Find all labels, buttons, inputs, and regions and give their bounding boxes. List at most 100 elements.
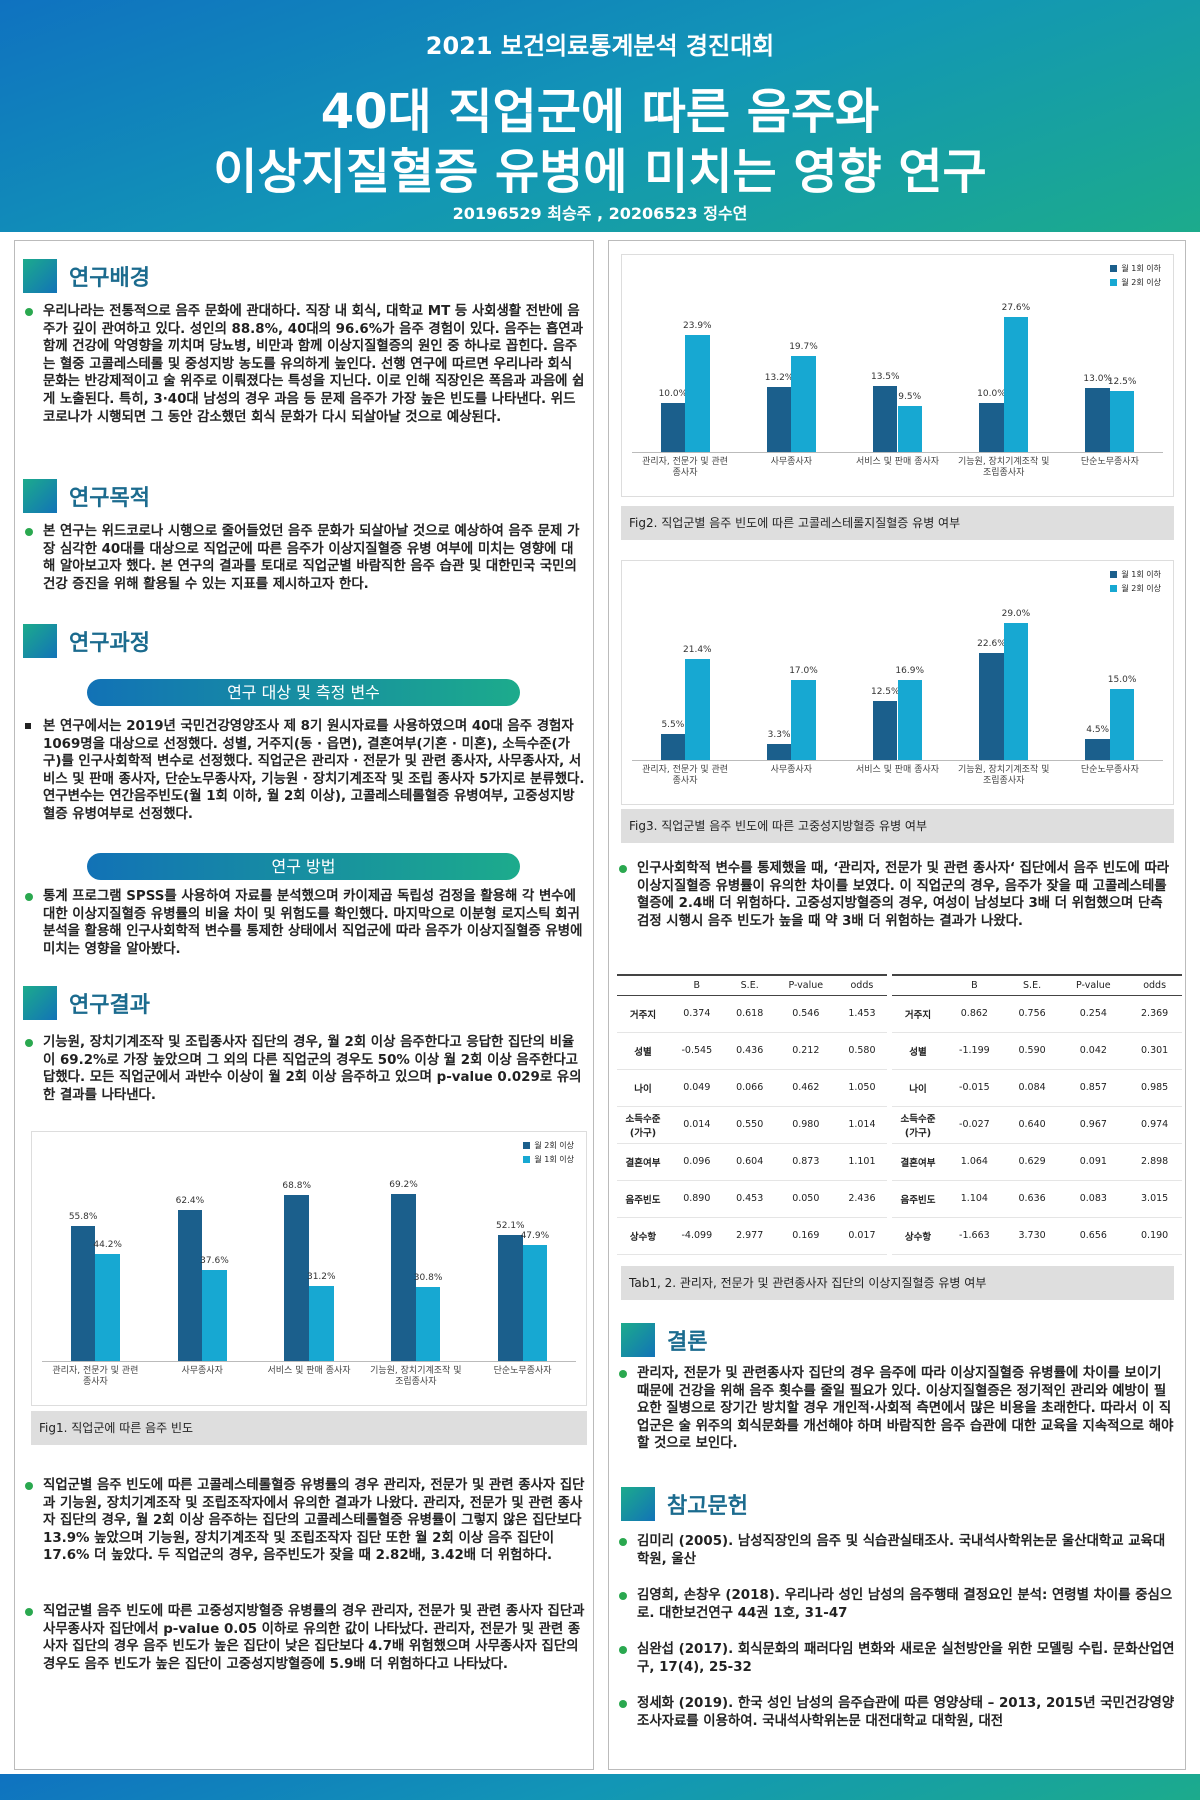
reference: 심완섭 (2017). 회식문화의 패러다임 변화와 새로운 실천방안을 위한 … bbox=[617, 1641, 1177, 1676]
table-cell: 0.049 bbox=[669, 1069, 725, 1107]
table-cell: 0.756 bbox=[1004, 995, 1060, 1033]
subheading: 연구 방법 bbox=[87, 853, 520, 880]
section-heading: 연구과정 bbox=[23, 624, 150, 658]
bar bbox=[1109, 390, 1135, 452]
table-cell: 0.169 bbox=[774, 1217, 837, 1255]
figure: 월 1회 이하 월 2회 이상 관리자, 전문가 및 관련 종사자 10.0% 23.9… bbox=[621, 254, 1174, 497]
value-label: 12.5% bbox=[1107, 376, 1137, 387]
bar bbox=[309, 1285, 334, 1361]
table-cell: 1.101 bbox=[836, 1143, 887, 1181]
value-label: 37.6% bbox=[200, 1256, 229, 1267]
value-label: 13.2% bbox=[764, 373, 794, 384]
table-cell: 0.629 bbox=[1004, 1143, 1060, 1181]
table-cell: 0.640 bbox=[1004, 1106, 1060, 1144]
category-label: 관리자, 전문가 및 관련 종사자 bbox=[642, 765, 729, 786]
table-cell: 0.212 bbox=[774, 1032, 837, 1070]
bar bbox=[685, 335, 710, 452]
value-label: 16.9% bbox=[895, 666, 924, 677]
legend-item: 월 2회 이상 bbox=[1110, 583, 1161, 594]
legend-label: 월 2회 이상 bbox=[1121, 278, 1161, 287]
paragraph: 본 연구는 위드코로나 시행으로 줄어들었던 음주 문화가 되살아날 것으로 예… bbox=[23, 523, 585, 593]
bar bbox=[979, 403, 1004, 452]
table-cell: 0.546 bbox=[774, 995, 837, 1033]
table-row: 나이 0.049 0.066 0.462 1.050 bbox=[617, 1069, 887, 1107]
value-label: 29.0% bbox=[1001, 609, 1031, 619]
value-label: 13.5% bbox=[870, 371, 900, 382]
table-head: B S.E. P-value odds bbox=[617, 974, 887, 996]
figure: 월 1회 이하 월 2회 이상 관리자, 전문가 및 관련 종사자 5.5% 21.4%… bbox=[621, 560, 1174, 805]
value-label: 55.8% bbox=[68, 1212, 98, 1223]
category-label: 관리자, 전문가 및 관련 종사자 bbox=[52, 1366, 139, 1387]
value-label: 19.7% bbox=[789, 341, 818, 352]
bar bbox=[1003, 317, 1029, 452]
title-line: 이상지질혈증 유병에 미치는 영향 연구 bbox=[213, 144, 987, 200]
category-label: 단순노무종사자 bbox=[1080, 457, 1139, 467]
table-row: 결혼여부 1.064 0.629 0.091 2.898 bbox=[892, 1143, 1182, 1181]
table-cell: 0.042 bbox=[1059, 1032, 1128, 1070]
table-cell: 2.977 bbox=[724, 1217, 775, 1255]
value-label: 13.0% bbox=[1083, 374, 1112, 385]
bar bbox=[1085, 738, 1110, 760]
bar bbox=[177, 1210, 203, 1361]
header-cell: P-value bbox=[1059, 974, 1128, 996]
axis-line bbox=[42, 1361, 576, 1362]
paragraph: 본 연구에서는 2019년 국민건강영양조사 제 8기 원시자료를 사용하였으며… bbox=[23, 718, 585, 824]
legend-item: 월 1회 이하 bbox=[1110, 263, 1161, 274]
table-cell: 0.550 bbox=[724, 1106, 775, 1144]
bar bbox=[897, 405, 922, 452]
bar bbox=[660, 403, 686, 452]
table-cell: 2.369 bbox=[1127, 995, 1182, 1033]
table-cell: 1.453 bbox=[836, 995, 887, 1033]
row-label: 결혼여부 bbox=[617, 1143, 669, 1181]
legend-label: 월 1회 이하 bbox=[1121, 570, 1161, 579]
table-cell: 0.453 bbox=[724, 1180, 775, 1218]
category-label: 기능원, 장치기계조작 및 조립종사자 bbox=[958, 457, 1050, 478]
row-label: 거주지 bbox=[892, 995, 944, 1033]
table-cell: 0.974 bbox=[1127, 1106, 1182, 1144]
bar bbox=[766, 387, 792, 452]
row-label: 소득수준(가구) bbox=[617, 1106, 669, 1144]
value-label: 10.0% bbox=[658, 389, 688, 400]
category-label: 사무종사자 bbox=[770, 765, 812, 775]
caption: Fig3. 직업군별 음주 빈도에 따른 고중성지방혈증 유병 여부 bbox=[621, 809, 1174, 843]
bar bbox=[391, 1194, 416, 1361]
table-cell: 0.980 bbox=[774, 1106, 837, 1144]
bar bbox=[498, 1235, 523, 1361]
table-cell: -1.199 bbox=[944, 1032, 1005, 1070]
table: B S.E. P-value odds 거주지 0.862 0.756 0.254 2.369 성… bbox=[892, 974, 1182, 1255]
category-label: 서비스 및 판매 종사자 bbox=[267, 1366, 351, 1376]
table-row: 거주지 0.862 0.756 0.254 2.369 bbox=[892, 995, 1182, 1033]
reference: 김미리 (2005). 남성직장인의 음주 및 식습관실태조사. 국내석사학위논… bbox=[617, 1533, 1177, 1568]
table-row: 상수항 -4.099 2.977 0.169 0.017 bbox=[617, 1217, 887, 1255]
table-cell: 0.857 bbox=[1059, 1069, 1128, 1107]
value-label: 12.5% bbox=[870, 686, 900, 697]
caption: Tab1, 2. 관리자, 전문가 및 관련종사자 집단의 이상지질혈증 유병 … bbox=[621, 1266, 1174, 1300]
header-cell: odds bbox=[836, 974, 887, 996]
category-label: 사무종사자 bbox=[181, 1366, 223, 1376]
bar bbox=[897, 680, 922, 760]
legend-label: 월 2회 이상 bbox=[534, 1141, 574, 1150]
table-cell: 3.015 bbox=[1127, 1180, 1182, 1218]
table-cell: 0.066 bbox=[724, 1069, 775, 1107]
reference: 정세화 (2019). 한국 성인 남성의 음주습관에 따른 영양상태 – 20… bbox=[617, 1695, 1177, 1730]
table-cell: 0.084 bbox=[1004, 1069, 1060, 1107]
header-cell bbox=[617, 974, 669, 996]
table-body: 거주지 0.862 0.756 0.254 2.369 성별 -1.199 0.590 0.04… bbox=[892, 995, 1182, 1255]
value-label: 69.2% bbox=[389, 1180, 418, 1190]
legend-swatch bbox=[1110, 279, 1118, 286]
table-cell: 3.730 bbox=[1004, 1217, 1060, 1255]
legend-item: 월 1회 이하 bbox=[1110, 569, 1161, 580]
table-cell: 0.096 bbox=[669, 1143, 725, 1181]
paragraph: 기능원, 장치기계조작 및 조립종사자 집단의 경우, 월 2회 이상 음주한다… bbox=[23, 1034, 585, 1104]
authors: 20196529 최승주 , 20206523 정수연 bbox=[452, 204, 748, 223]
paragraph: 우리나라는 전통적으로 음주 문화에 관대하다. 직장 내 회식, 대학교 MT… bbox=[23, 303, 585, 426]
row-label: 상수항 bbox=[892, 1217, 944, 1255]
table-cell: 0.083 bbox=[1059, 1180, 1128, 1218]
section-heading: 연구결과 bbox=[23, 986, 150, 1020]
table-cell: 0.890 bbox=[669, 1180, 725, 1218]
category-label: 단순노무종사자 bbox=[1080, 765, 1139, 775]
category-label: 서비스 및 판매 종사자 bbox=[855, 765, 940, 775]
value-label: 47.9% bbox=[520, 1231, 550, 1242]
table-cell: -0.545 bbox=[669, 1032, 725, 1070]
